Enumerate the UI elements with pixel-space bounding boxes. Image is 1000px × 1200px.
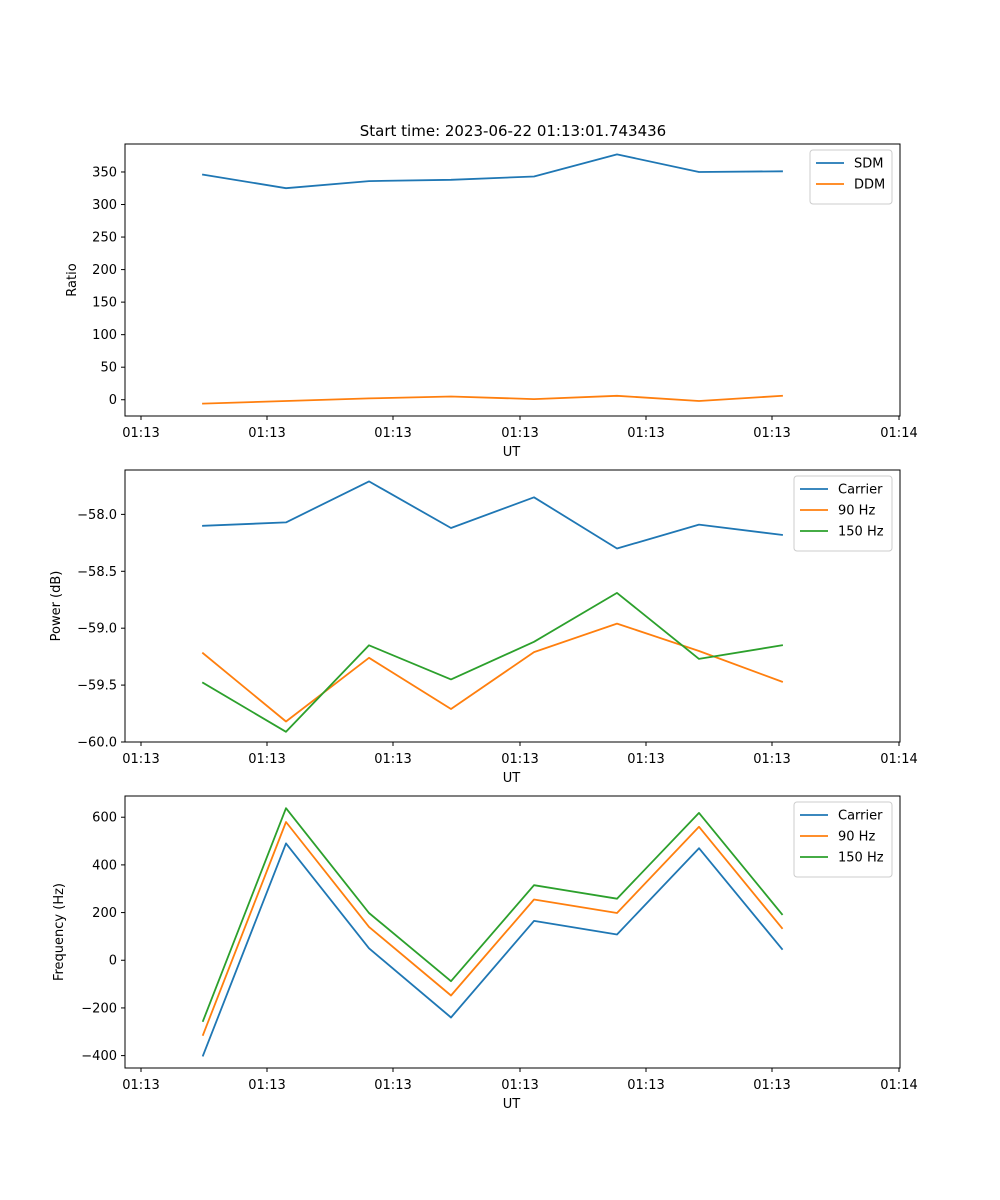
legend-label: 150 Hz: [838, 525, 884, 540]
chart-panel-1: 01:13 01:13 01:13 01:13 01:13 01:13 01:14 0 50 10…: [65, 143, 918, 460]
series-line-carrier: [202, 480, 784, 550]
x-tick-label: 01:13: [753, 1078, 790, 1093]
x-tick-label: 01:13: [501, 426, 538, 441]
x-tick-label: 01:13: [122, 752, 159, 767]
x-tick-label: 01:13: [501, 752, 538, 767]
panels: 01:13 01:13 01:13 01:13 01:13 01:13 01:14 0 50 10…: [49, 143, 918, 1112]
legend-label: DDM: [854, 178, 885, 193]
legend: Carrier 90 Hz 150 Hz: [793, 801, 893, 878]
x-tick-label: 01:13: [753, 752, 790, 767]
y-tick-label: 600: [92, 811, 117, 826]
y-tick-label: 300: [92, 198, 117, 213]
x-tick-label: 01:13: [501, 1078, 538, 1093]
x-tick-label: 01:13: [627, 752, 664, 767]
series-line-sdm: [201, 153, 783, 190]
x-tick-label: 01:13: [248, 1078, 285, 1093]
y-tick-label: 250: [92, 231, 117, 246]
chart-panel-2: 01:13 01:13 01:13 01:13 01:13 01:13 01:14 −60.0…: [49, 469, 918, 786]
x-axis-label: UT: [503, 1097, 521, 1112]
legend-label: Carrier: [838, 483, 883, 498]
x-tick-label: 01:13: [374, 1078, 411, 1093]
y-tick-label: −60.0: [77, 736, 117, 751]
y-tick-label: −58.0: [77, 508, 117, 523]
x-tick-label: 01:13: [248, 752, 285, 767]
x-tick-label: 01:13: [627, 1078, 664, 1093]
legend-frame: [793, 801, 893, 878]
legend: Carrier 90 Hz 150 Hz: [793, 475, 893, 552]
series-line-90-hz: [201, 622, 784, 723]
series-line-90-hz: [201, 821, 784, 1037]
y-tick-label: 400: [92, 858, 117, 873]
y-tick-label: −400: [81, 1049, 117, 1064]
series-line-ddm: [202, 394, 783, 405]
legend-frame: [793, 475, 893, 552]
x-tick-label: 01:14: [880, 426, 917, 441]
y-axis-label: Ratio: [65, 263, 80, 296]
x-tick-label: 01:13: [122, 426, 159, 441]
plot-frame: [124, 143, 901, 417]
y-tick-label: −58.5: [77, 565, 117, 580]
figure-title: Start time: 2023-06-22 01:13:01.743436: [360, 122, 666, 140]
y-tick-label: 100: [92, 328, 117, 343]
x-tick-label: 01:13: [374, 426, 411, 441]
legend-label: SDM: [854, 157, 883, 172]
x-tick-label: 01:14: [880, 752, 917, 767]
y-tick-label: 350: [92, 165, 117, 180]
y-tick-label: −200: [81, 1001, 117, 1016]
x-axis-label: UT: [503, 771, 521, 786]
x-tick-label: 01:13: [753, 426, 790, 441]
y-tick-label: 200: [92, 263, 117, 278]
legend-label: 90 Hz: [838, 830, 875, 845]
legend-label: 150 Hz: [838, 851, 884, 866]
x-tick-label: 01:13: [627, 426, 664, 441]
x-tick-label: 01:13: [122, 1078, 159, 1093]
x-tick-label: 01:14: [880, 1078, 917, 1093]
plot-frame: [124, 795, 901, 1069]
plot-frame: [124, 469, 901, 743]
y-tick-label: −59.5: [77, 679, 117, 694]
x-tick-label: 01:13: [248, 426, 285, 441]
series-line-150-hz: [201, 807, 784, 1023]
y-tick-label: −59.0: [77, 622, 117, 637]
y-axis-label: Power (dB): [49, 571, 64, 642]
series-line-150-hz: [201, 592, 784, 733]
chart-panel-3: 01:13 01:13 01:13 01:13 01:13 01:13 01:14 −400 −…: [52, 795, 918, 1112]
y-tick-label: 0: [109, 954, 117, 969]
y-axis-label: Frequency (Hz): [52, 883, 67, 981]
y-tick-label: 150: [92, 296, 117, 311]
series-line-carrier: [201, 842, 784, 1057]
legend: SDM DDM: [809, 149, 893, 205]
y-tick-label: 0: [109, 393, 117, 408]
legend-label: Carrier: [838, 809, 883, 824]
legend-label: 90 Hz: [838, 504, 875, 519]
y-tick-label: 50: [100, 361, 117, 376]
y-tick-label: 200: [92, 906, 117, 921]
x-tick-label: 01:13: [374, 752, 411, 767]
x-axis-label: UT: [503, 445, 521, 460]
